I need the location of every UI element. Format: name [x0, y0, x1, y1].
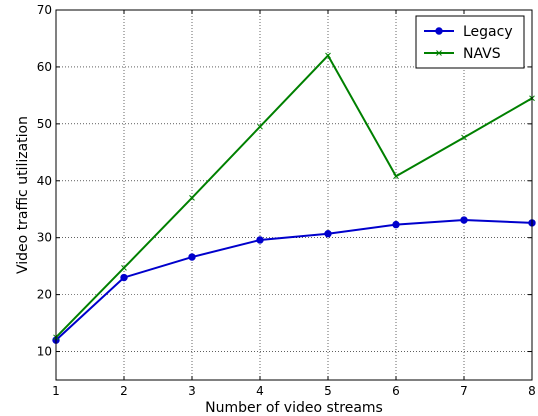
x-tick-label: 3 — [188, 384, 196, 398]
x-axis-label: Number of video streams — [205, 400, 383, 416]
x-tick-label: 2 — [120, 384, 128, 398]
data-point — [121, 265, 127, 271]
x-tick-label: 4 — [256, 384, 264, 398]
x-marker-stroke — [325, 52, 331, 59]
y-tick-label: 70 — [37, 3, 52, 17]
y-tick-label: 50 — [37, 117, 52, 131]
legend-label: Legacy — [463, 24, 513, 40]
data-point — [120, 273, 128, 282]
x-marker-stroke — [257, 123, 263, 130]
x-tick-label: 7 — [460, 384, 468, 398]
data-point — [256, 236, 264, 244]
x-marker-stroke — [436, 50, 442, 56]
data-point — [460, 216, 468, 224]
x-marker-stroke — [461, 134, 467, 141]
series-line — [55, 53, 533, 339]
data-point — [392, 220, 400, 229]
y-tick-label: 20 — [37, 288, 52, 302]
y-tick-label: 10 — [37, 345, 52, 359]
x-marker-stroke — [393, 173, 399, 180]
series-line — [55, 219, 533, 341]
data-point — [393, 173, 399, 180]
legend-label: NAVS — [463, 46, 501, 62]
series-layer — [52, 52, 536, 344]
data-point — [325, 52, 331, 59]
x-tick-label: 5 — [324, 384, 332, 398]
legend-marker — [436, 50, 442, 56]
y-axis-label: Video traffic utilization — [15, 116, 31, 274]
x-marker-stroke — [189, 194, 195, 201]
plot-frame — [55, 9, 533, 381]
legend-box — [415, 15, 525, 69]
data-point — [257, 123, 263, 130]
data-point — [188, 253, 196, 261]
legend-marker — [435, 27, 443, 35]
x-tick-label: 6 — [392, 384, 400, 398]
legend: Legacy NAVS — [415, 15, 525, 69]
x-tick-label: 1 — [52, 384, 60, 398]
data-point — [461, 134, 467, 141]
axis-ticks: 1 2 3 4 5 6 7 8 10 20 30 40 50 60 70 — [37, 3, 536, 398]
y-tick-label: 40 — [37, 174, 52, 188]
series-legacy — [52, 216, 536, 344]
x-marker-stroke — [121, 265, 127, 271]
y-tick-label: 60 — [37, 60, 52, 74]
series-navs — [53, 52, 535, 341]
x-tick-label: 8 — [528, 384, 536, 398]
data-point — [324, 230, 332, 238]
y-tick-label: 30 — [37, 231, 52, 245]
data-point — [189, 194, 195, 201]
